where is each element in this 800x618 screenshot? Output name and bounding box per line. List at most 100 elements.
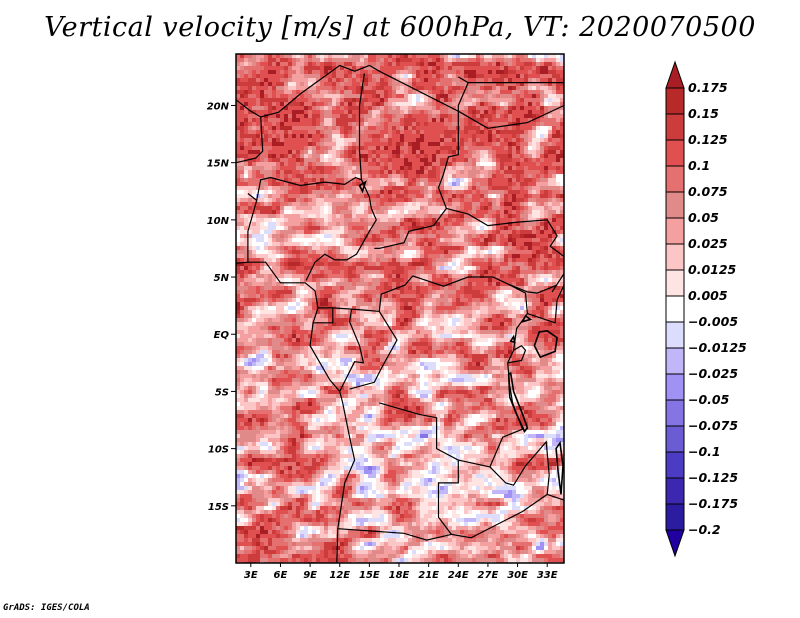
field-cell [428,74,432,78]
field-cell [512,262,516,266]
field-cell [464,118,468,122]
field-cell [332,54,336,58]
field-cell [464,258,468,262]
field-cell [288,278,292,282]
field-cell [552,86,556,90]
field-cell [544,138,548,142]
field-cell [496,94,500,98]
field-cell [480,130,484,134]
field-cell [384,70,388,74]
field-cell [508,254,512,258]
field-cell [392,158,396,162]
field-cell [484,266,488,270]
field-cell [436,122,440,126]
field-cell [312,186,316,190]
field-cell [380,62,384,66]
field-cell [532,294,536,298]
field-cell [348,102,352,106]
field-cell [416,242,420,246]
field-cell [324,86,328,90]
field-cell [464,82,468,86]
field-cell [424,162,428,166]
field-cell [524,158,528,162]
field-cell [360,206,364,210]
field-cell [252,230,256,234]
field-cell [484,150,488,154]
field-cell [520,246,524,250]
field-cell [316,266,320,270]
field-cell [332,206,336,210]
field-cell [268,278,272,282]
field-cell [400,66,404,70]
field-cell [344,190,348,194]
field-cell [504,150,508,154]
field-cell [352,282,356,286]
field-cell [436,158,440,162]
field-cell [544,134,548,138]
field-cell [400,94,404,98]
field-cell [416,122,420,126]
field-cell [276,126,280,130]
field-cell [324,194,328,198]
field-cell [352,142,356,146]
field-cell [388,98,392,102]
field-cell [516,102,520,106]
field-cell [300,266,304,270]
field-cell [536,278,540,282]
field-cell [268,170,272,174]
field-cell [244,162,248,166]
field-cell [248,182,252,186]
field-cell [520,62,524,66]
field-cell [492,222,496,226]
field-cell [424,54,428,58]
field-cell [252,278,256,282]
field-cell [296,102,300,106]
field-cell [292,190,296,194]
field-cell [544,114,548,118]
field-cell [240,266,244,270]
field-cell [436,78,440,82]
field-cell [444,266,448,270]
field-cell [284,170,288,174]
field-cell [256,214,260,218]
field-cell [452,278,456,282]
field-cell [280,170,284,174]
field-cell [400,146,404,150]
field-cell [272,202,276,206]
field-cell [360,286,364,290]
field-cell [464,218,468,222]
field-cell [260,198,264,202]
field-cell [452,294,456,298]
field-cell [240,206,244,210]
field-cell [272,74,276,78]
field-cell [548,118,552,122]
field-cell [384,238,388,242]
field-cell [480,174,484,178]
field-cell [384,66,388,70]
field-cell [520,118,524,122]
field-cell [288,174,292,178]
field-cell [552,282,556,286]
field-cell [328,182,332,186]
field-cell [480,234,484,238]
field-cell [304,134,308,138]
field-cell [524,274,528,278]
field-cell [296,254,300,258]
field-cell [476,66,480,70]
field-cell [296,86,300,90]
field-cell [440,98,444,102]
field-cell [320,126,324,130]
field-cell [548,162,552,166]
field-cell [500,182,504,186]
field-cell [340,274,344,278]
field-cell [248,266,252,270]
field-cell [472,102,476,106]
field-cell [408,130,412,134]
field-cell [480,98,484,102]
field-cell [316,134,320,138]
field-cell [520,238,524,242]
field-cell [408,166,412,170]
field-cell [288,86,292,90]
field-cell [516,290,520,294]
field-cell [528,74,532,78]
